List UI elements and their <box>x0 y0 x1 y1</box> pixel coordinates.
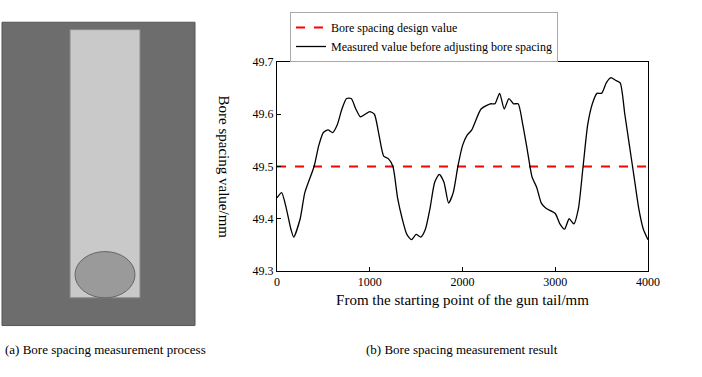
svg-text:Measured value before adjustin: Measured value before adjusting bore spa… <box>331 40 552 54</box>
svg-text:4000: 4000 <box>636 275 660 289</box>
svg-text:49.7: 49.7 <box>253 55 274 69</box>
svg-text:49.4: 49.4 <box>253 212 274 226</box>
svg-text:0: 0 <box>274 275 280 289</box>
svg-text:From the starting point of the: From the starting point of the gun tail/… <box>336 292 589 308</box>
svg-text:49.3: 49.3 <box>253 264 274 278</box>
svg-text:1000: 1000 <box>358 275 382 289</box>
svg-text:(b) Bore spacing measurement r: (b) Bore spacing measurement result <box>366 342 558 357</box>
svg-text:3000: 3000 <box>543 275 567 289</box>
svg-text:Bore spacing design value: Bore spacing design value <box>331 21 457 35</box>
svg-text:(a) Bore spacing measurement p: (a) Bore spacing measurement process <box>5 342 206 357</box>
svg-text:49.5: 49.5 <box>253 160 274 174</box>
svg-text:49.6: 49.6 <box>253 107 274 121</box>
svg-text:2000: 2000 <box>451 275 475 289</box>
svg-text:Bore spacing value/mm: Bore spacing value/mm <box>216 96 232 239</box>
